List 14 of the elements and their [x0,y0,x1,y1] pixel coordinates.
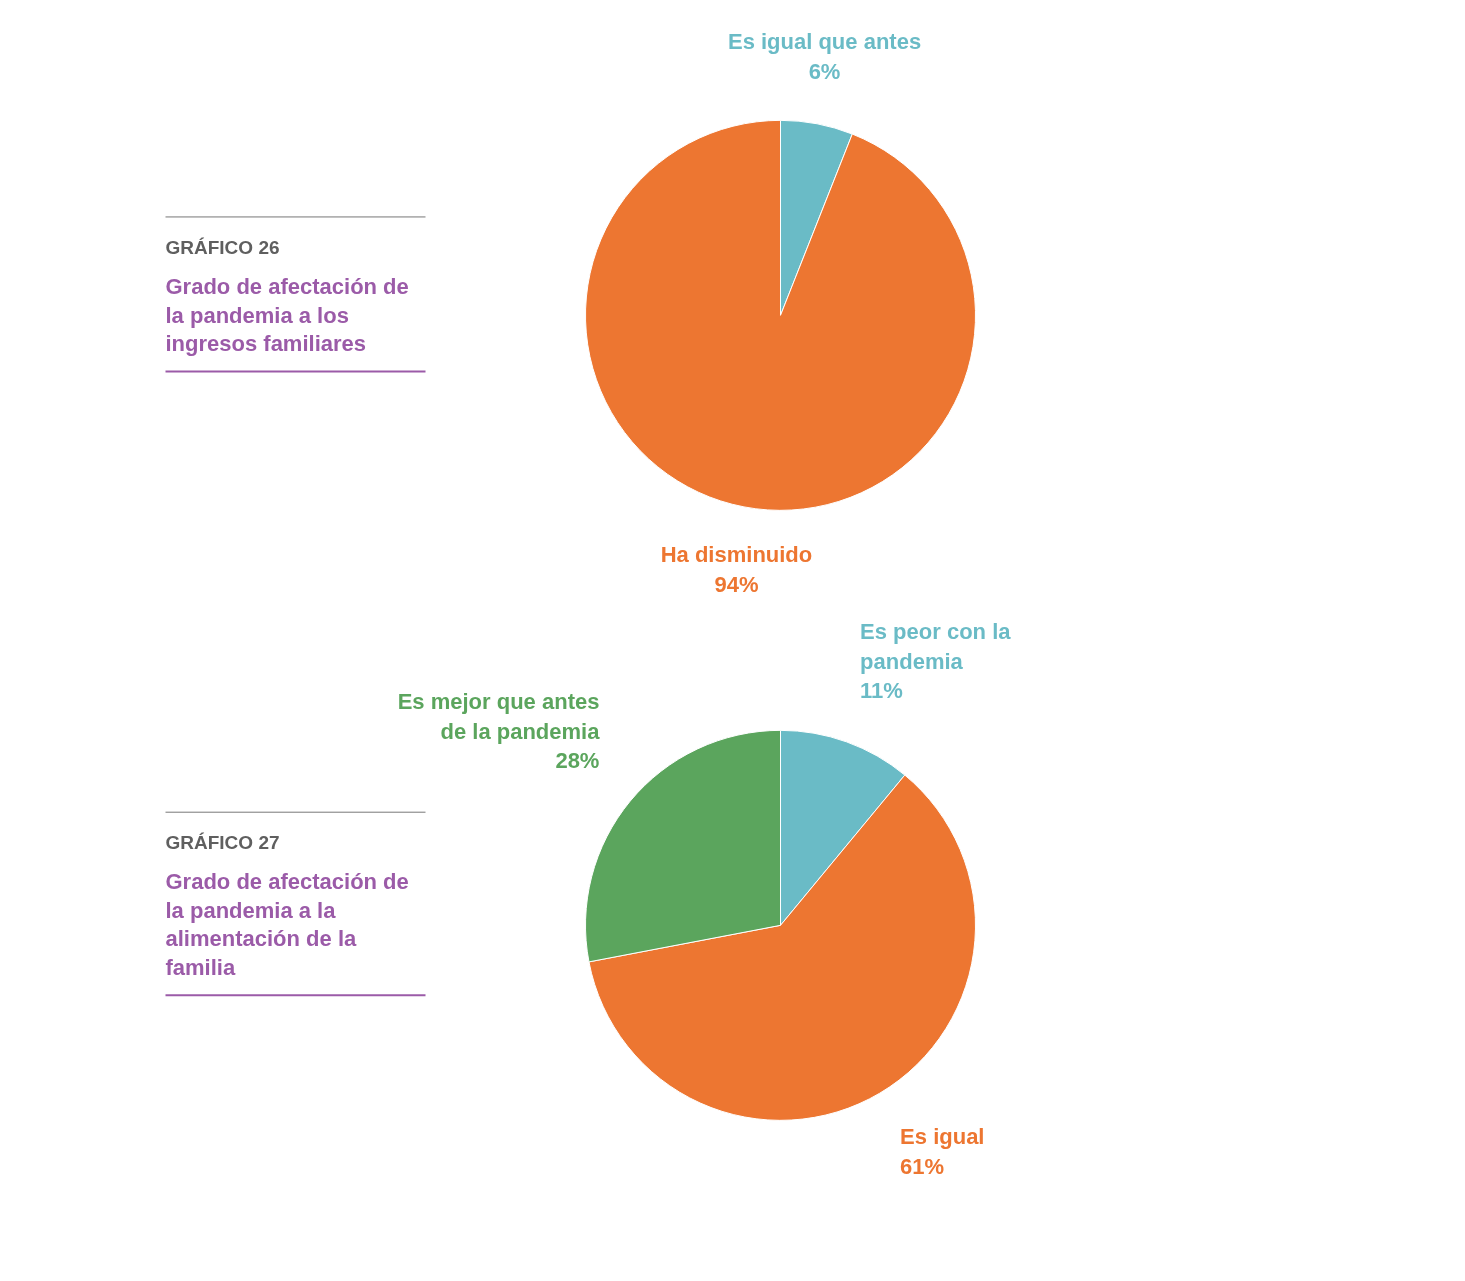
data-label: 6% [808,58,841,84]
slice-label: Ha disminuido [660,542,813,568]
text: Grado de afectación de la pandemia a los ingresos familiares [165,274,409,357]
data-label: 28% [555,748,600,774]
text: GRÁFICO 26 [165,236,280,258]
slice-label: Es igual [900,1124,985,1150]
slice-label: Es mejor que antes de la pandemia [397,689,601,744]
slice-label: Es igual que antes [727,29,922,55]
text: GRÁFICO 27 [165,831,280,853]
data-label: 94% [714,571,759,597]
text: Grado de afectación de la pandemia a la alimentación de la familia [165,869,409,980]
data-label: 61% [900,1153,945,1179]
data-label: 11% [860,678,903,704]
slice-label: Es peor con la pandemia [860,619,1012,674]
